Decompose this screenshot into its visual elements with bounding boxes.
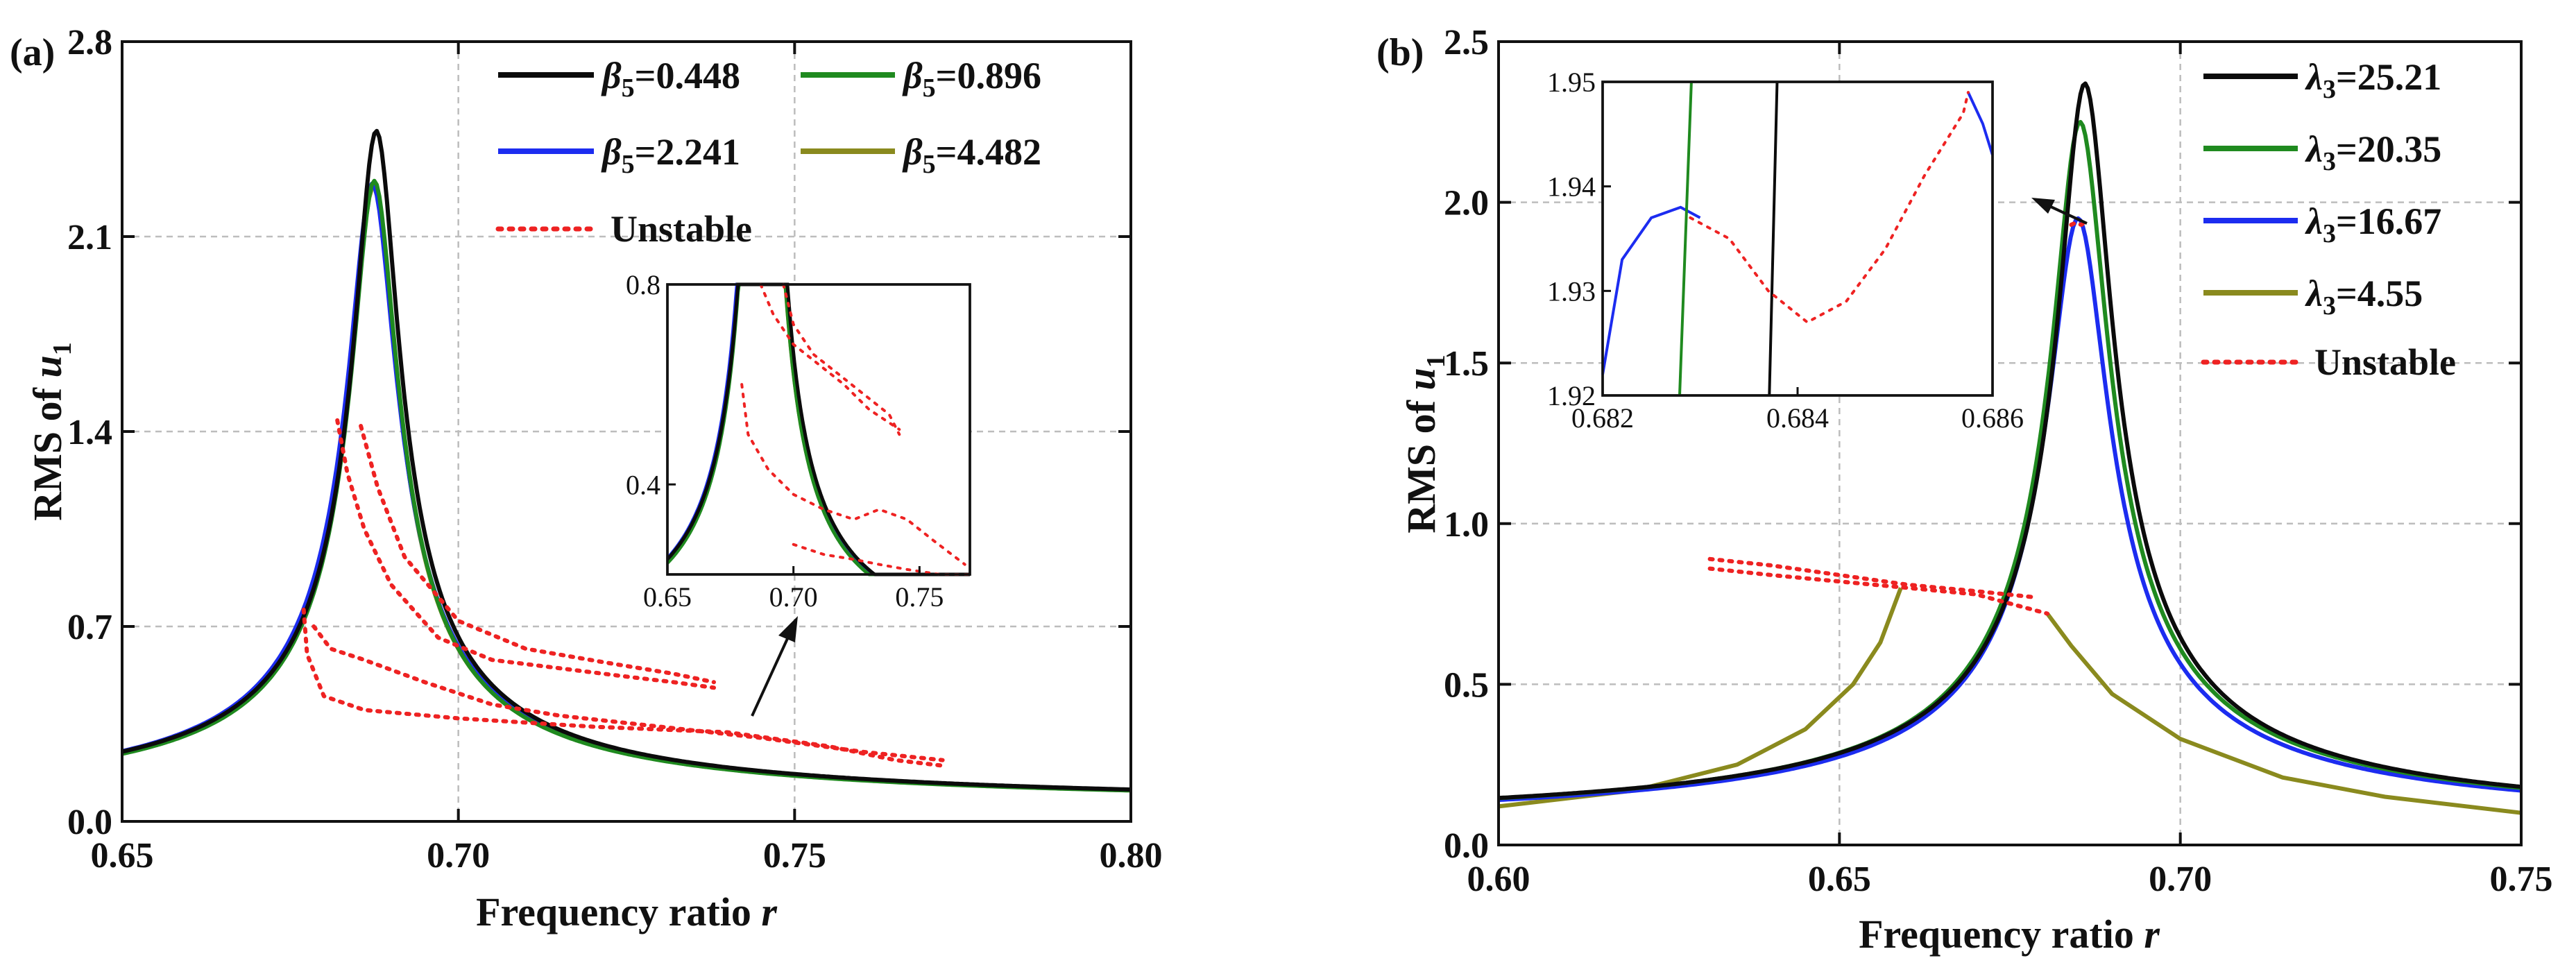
b-inset-y-tick-label: 1.92 <box>1547 380 1596 411</box>
a-y-tick-label: 1.4 <box>67 413 112 452</box>
series-line-b-3-left <box>1498 587 1903 809</box>
legend-label-beta5-4482: β5=4.482 <box>902 131 1041 179</box>
b-inset-x-tick-label: 0.682 <box>1571 402 1634 434</box>
inset-tick-labels-a: 0.65 0.70 0.75 0.4 0.8 <box>626 269 944 613</box>
inset-unstable-branch-a-2 <box>740 383 966 566</box>
legend-label-beta5-0896: β5=0.896 <box>902 55 1041 103</box>
curves-b <box>1498 81 2522 815</box>
axis-ticks-b <box>1497 40 2523 846</box>
legend-label-lambda3-455: λ3=4.55 <box>2305 273 2423 321</box>
chart-panel-a: (a) 0.65 0.70 0.75 0.80 0.0 0.7 1.4 2.1 2.8 Fre… <box>10 23 1163 934</box>
inset-unstable-branch-b-0 <box>1689 91 1970 324</box>
unstable-branch-a-2 <box>301 607 945 768</box>
unstable-branches-a <box>301 418 945 768</box>
plot-frame-b <box>1497 40 2523 846</box>
inset-frame-a <box>666 283 971 576</box>
series-line-a-0 <box>121 128 1132 792</box>
unstable-branch-a-3 <box>312 624 945 762</box>
inset-series-line-b-1 <box>1678 81 1693 396</box>
panel-label-b: (b) <box>1376 31 1424 74</box>
chart-panel-b: (b) 0.60 0.65 0.70 0.75 0.00.51.01.52.02.5 … <box>1376 23 2553 957</box>
legend-a: β5=0.448 β5=0.896 β5=2.241 β5=4.482 Unst… <box>495 55 1041 250</box>
b-x-tick-label: 0.65 <box>1808 860 1871 899</box>
unstable-branch-b-1 <box>1707 566 2049 616</box>
legend-label-lambda3-2035: λ3=20.35 <box>2305 128 2441 176</box>
a-y-tick-label: 2.1 <box>67 218 112 257</box>
y-tick-labels-a: 0.0 0.7 1.4 2.1 2.8 <box>67 23 112 842</box>
a-inset-y-tick-label: 0.8 <box>626 269 660 300</box>
legend-b: λ3=25.21 λ3=20.35 λ3=16.67 λ3=4.55 Unsta… <box>2201 56 2456 383</box>
b-x-tick-label: 0.70 <box>2149 860 2212 899</box>
inset-unstable-branch-a-0 <box>759 283 901 431</box>
legend-label-unstable-b: Unstable <box>2314 341 2456 383</box>
b-inset-y-tick-label: 1.95 <box>1547 67 1596 98</box>
inset-series-line-b-3 <box>1967 92 1994 156</box>
inset-series-line-b-2 <box>1768 81 1779 396</box>
curves-a <box>121 128 1132 793</box>
inset-unstable-branch-a-1 <box>782 283 901 436</box>
legend-label-lambda3-1667: λ3=16.67 <box>2305 200 2441 248</box>
a-inset-y-tick-label: 0.4 <box>626 469 660 500</box>
b-y-tick-label: 2.5 <box>1444 23 1489 62</box>
a-x-tick-label: 0.70 <box>427 836 490 876</box>
x-tick-labels-a: 0.65 0.70 0.75 0.80 <box>91 836 1163 876</box>
series-line-b-0 <box>1498 81 2522 801</box>
inset-arrow-b <box>2050 205 2088 225</box>
a-inset-x-tick-label: 0.65 <box>643 581 692 613</box>
y-tick-labels-b: 0.0 0.5 1.0 1.5 2.0 2.5 <box>1444 23 1489 866</box>
unstable-branch-a-0 <box>335 418 716 690</box>
inset-frame-b <box>1601 80 1994 397</box>
b-inset-y-tick-label: 1.94 <box>1547 171 1596 203</box>
a-y-tick-label: 0.0 <box>67 803 112 842</box>
legend-label-unstable-a: Unstable <box>611 208 752 250</box>
b-y-tick-label: 1.5 <box>1444 344 1489 384</box>
inset-curves-b <box>1601 81 1994 396</box>
legend-label-lambda3-2521: λ3=25.21 <box>2305 56 2441 104</box>
b-y-tick-label: 1.0 <box>1444 505 1489 545</box>
a-x-tick-label: 0.80 <box>1100 836 1163 876</box>
panel-label-a: (a) <box>10 31 55 74</box>
legend-label-beta5-0448: β5=0.448 <box>601 55 740 103</box>
b-y-tick-label: 2.0 <box>1444 184 1489 223</box>
y-axis-label-b: RMS of u1 <box>1399 355 1451 533</box>
a-x-tick-label: 0.75 <box>763 836 826 876</box>
unstable-branch-b-0 <box>1707 556 2040 600</box>
b-inset-x-tick-label: 0.686 <box>1961 402 2024 434</box>
inset-tick-labels-b: 0.682 0.684 0.686 1.92 1.93 1.94 1.95 <box>1547 67 2024 434</box>
inset-arrowhead-a <box>778 616 798 642</box>
a-y-tick-label: 2.8 <box>67 23 112 62</box>
a-y-tick-label: 0.7 <box>67 608 112 647</box>
inset-b: 0.682 0.684 0.686 1.92 1.93 1.94 1.95 <box>1547 67 2024 434</box>
a-x-tick-label: 0.65 <box>91 836 154 876</box>
b-y-tick-label: 0.5 <box>1444 665 1489 705</box>
inset-a: 0.65 0.70 0.75 0.4 0.8 <box>626 269 971 613</box>
legend-label-beta5-2241: β5=2.241 <box>601 131 740 179</box>
unstable-branch-a-1 <box>359 424 716 685</box>
series-line-b-3-right <box>2045 612 2522 815</box>
a-inset-x-tick-label: 0.70 <box>769 581 818 613</box>
inset-arrowhead-b <box>2031 198 2055 214</box>
x-tick-labels-b: 0.60 0.65 0.70 0.75 <box>1467 860 2553 899</box>
b-inset-y-tick-label: 1.93 <box>1547 275 1596 307</box>
x-axis-label-b: Frequency ratio r <box>1859 912 2160 957</box>
b-y-tick-label: 0.0 <box>1444 826 1489 866</box>
b-inset-x-tick-label: 0.684 <box>1766 402 1829 434</box>
b-x-tick-label: 0.60 <box>1467 860 1530 899</box>
x-axis-label-a: Frequency ratio r <box>476 889 777 934</box>
y-axis-label-a: RMS of u1 <box>25 342 77 520</box>
b-x-tick-label: 0.75 <box>2490 860 2553 899</box>
a-inset-x-tick-label: 0.75 <box>895 581 944 613</box>
inset-arrow-a <box>751 633 791 717</box>
axis-ticks-a <box>121 40 1132 823</box>
